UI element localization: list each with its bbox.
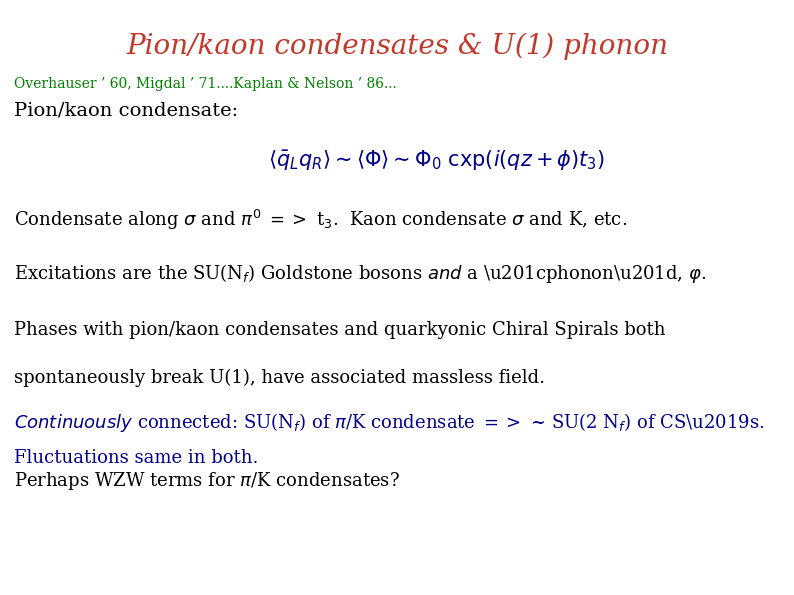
Text: Excitations are the SU(N$_f$) Goldstone bosons $\mathit{and}$ a \u201cphonon\u20: Excitations are the SU(N$_f$) Goldstone … xyxy=(14,262,707,285)
Text: Pion/kaon condensates & U(1) phonon: Pion/kaon condensates & U(1) phonon xyxy=(126,33,668,60)
Text: Condensate along $\sigma$ and $\pi^0$ $=>$ t$_3$.  Kaon condensate $\sigma$ and : Condensate along $\sigma$ and $\pi^0$ $=… xyxy=(14,208,627,233)
Text: Overhauser ’ 60, Migdal ’ 71....Kaplan & Nelson ’ 86...: Overhauser ’ 60, Migdal ’ 71....Kaplan &… xyxy=(14,77,397,92)
Text: $\mathit{Continuously}$ connected: SU(N$_f$) of $\pi$/K condensate $=>$ ~ SU(2 N: $\mathit{Continuously}$ connected: SU(N$… xyxy=(14,411,765,434)
Text: Fluctuations same in both.: Fluctuations same in both. xyxy=(14,449,259,467)
Text: $\langle \bar{q}_L q_R \rangle \sim \langle \Phi \rangle \sim \Phi_0 \ \mathrm{c: $\langle \bar{q}_L q_R \rangle \sim \lan… xyxy=(268,149,605,173)
Text: Perhaps WZW terms for $\pi$/K condensates?: Perhaps WZW terms for $\pi$/K condensate… xyxy=(14,470,400,492)
Text: Phases with pion/kaon condensates and quarkyonic Chiral Spirals both: Phases with pion/kaon condensates and qu… xyxy=(14,321,666,339)
Text: spontaneously break U(1), have associated massless field.: spontaneously break U(1), have associate… xyxy=(14,369,545,387)
Text: Pion/kaon condensate:: Pion/kaon condensate: xyxy=(14,101,238,119)
